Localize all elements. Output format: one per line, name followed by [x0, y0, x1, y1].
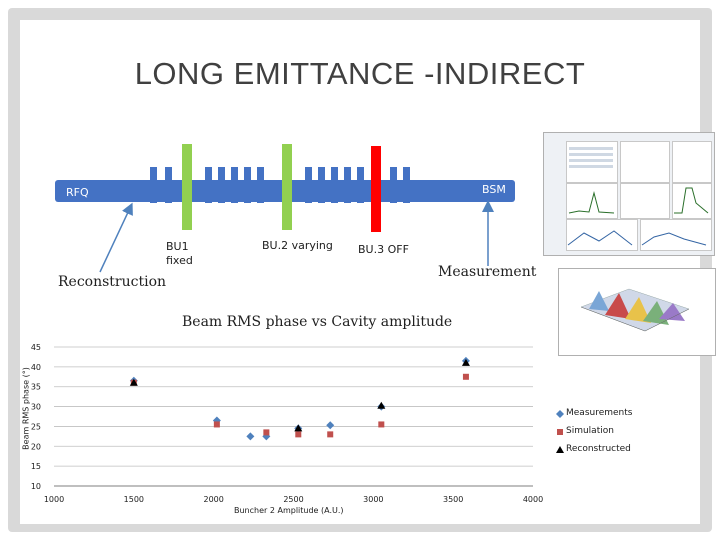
y-tick-label: 45	[31, 343, 41, 352]
y-tick-label: 15	[31, 462, 41, 471]
y-tick-label: 25	[31, 422, 41, 431]
y-tick-label: 35	[31, 383, 41, 392]
reconstruction-arrow	[99, 202, 133, 273]
buncher-2-cavity	[282, 144, 292, 230]
title-area	[20, 20, 700, 126]
reconstructed-point	[129, 378, 138, 386]
reconstruction-label: Reconstruction	[58, 274, 167, 290]
x-tick-label: 3500	[443, 495, 463, 504]
simulation-point	[327, 431, 334, 438]
bu1-label-2: fixed	[166, 254, 193, 267]
measurement-point	[326, 421, 335, 430]
x-tick-label: 2000	[203, 495, 223, 504]
y-tick-label: 10	[31, 482, 41, 491]
x-tick-label: 2500	[283, 495, 303, 504]
surface-plot-thumbnail	[558, 268, 716, 356]
reconstructed-point	[294, 424, 303, 432]
simulation-point	[378, 421, 385, 428]
legend-marker	[556, 446, 564, 453]
y-tick-label: 30	[31, 403, 41, 412]
legend-marker	[556, 410, 564, 418]
simulation-point	[263, 429, 270, 436]
chart-ylabel: Beam RMS phase (°)	[21, 367, 31, 450]
bu1-label-1: BU1	[166, 240, 189, 253]
y-tick-label: 20	[31, 442, 41, 451]
chart-xlabel: Buncher 2 Amplitude (A.U.)	[234, 506, 344, 515]
reconstructed-point	[461, 358, 470, 366]
legend-label: Measurements	[566, 408, 633, 418]
measurement-label: Measurement	[438, 264, 537, 280]
simulation-point	[295, 431, 302, 438]
x-tick-label: 4000	[523, 495, 543, 504]
simulation-point	[462, 373, 469, 380]
chart-title: Beam RMS phase vs Cavity amplitude	[182, 314, 453, 330]
rfq-label: RFQ	[66, 186, 89, 199]
reconstructed-point	[377, 401, 386, 409]
x-tick-label: 1000	[44, 495, 64, 504]
measurement-point	[246, 432, 255, 441]
y-tick-label: 40	[31, 363, 41, 372]
software-screenshot	[543, 132, 715, 256]
legend-marker	[557, 429, 563, 435]
bsm-label: BSM	[482, 183, 506, 196]
legend-label: Simulation	[566, 426, 614, 436]
simulation-point	[213, 421, 220, 428]
buncher-1-cavity	[182, 144, 192, 230]
legend-label: Reconstructed	[566, 444, 631, 454]
bu2-label: BU.2 varying	[262, 239, 333, 252]
slide-title: LONG EMITTANCE -INDIRECT	[134, 56, 586, 91]
bu3-label: BU.3 OFF	[358, 243, 409, 256]
buncher-3-cavity	[371, 146, 381, 232]
x-tick-label: 3000	[363, 495, 383, 504]
x-tick-label: 1500	[124, 495, 144, 504]
